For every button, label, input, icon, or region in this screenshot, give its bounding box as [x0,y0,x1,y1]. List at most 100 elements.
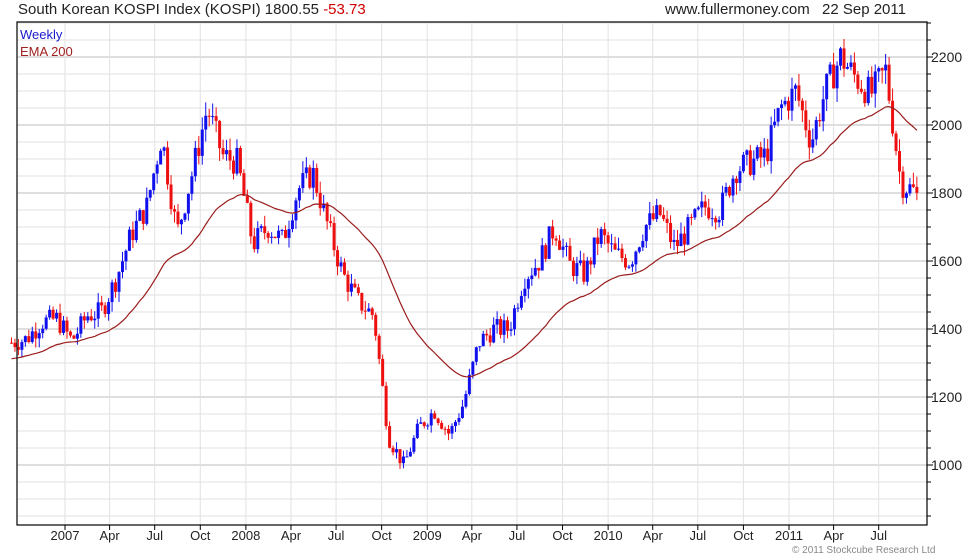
candle [120,251,124,279]
candle-body [800,100,804,111]
candle-body [325,203,329,222]
candle-body [832,64,836,89]
candle [859,79,863,94]
candle-body [915,186,919,193]
candle [467,368,471,396]
price-change: -53.73 [323,1,366,18]
candle [381,354,385,387]
candle [734,175,738,195]
candle-body [96,302,100,319]
candle [339,256,343,273]
candle-body [499,319,503,335]
candle-body [322,203,326,209]
candle [780,99,784,121]
candle [374,312,378,341]
candle [377,333,381,365]
candle [741,151,745,174]
candle-body [811,139,815,148]
candle [603,222,607,245]
chart-title: South Korean KOSPI Index (KOSPI) 1800.55… [18,1,366,18]
ema-200-line [11,105,918,378]
candle [134,210,138,243]
candle [582,253,586,285]
candle [329,214,333,227]
candle-body [641,241,645,248]
candle [51,306,55,321]
candle [523,278,527,303]
candle-body [225,150,229,155]
candle [568,237,572,261]
candle [89,309,93,322]
candle [842,39,846,77]
candle-body [273,236,277,238]
candle [141,209,145,231]
candle-body [797,85,801,101]
candle [148,189,152,202]
candle-body [173,209,177,212]
candle [460,399,464,419]
candle-body [762,148,766,158]
candle [623,254,627,271]
candle-body [793,85,797,89]
candle-body [388,426,392,448]
candle [419,416,423,424]
x-tick-label: 2010 [594,528,623,543]
candle-body [44,317,48,329]
candle-body [582,260,586,282]
candle [769,116,773,174]
candle-body [471,361,475,375]
candle-body [488,335,492,343]
candle-body [169,184,173,210]
candle-body [356,287,360,294]
candle-body [412,437,416,452]
candle-body [710,218,714,220]
candle-body [308,167,312,188]
candle-body [613,243,617,250]
candle [200,117,204,165]
candle [693,208,697,220]
candle-body [564,245,568,247]
candle-body [603,229,607,236]
candle [235,139,239,176]
candle [266,231,270,244]
x-tick-label: Jul [870,528,887,543]
candle [814,116,818,146]
site-link[interactable]: www.fullermoney.com [665,1,810,18]
candle-body [336,250,340,267]
x-tick-label: Apr [99,528,120,543]
candle-body [384,385,388,427]
candle-body [162,147,166,151]
candle-body [464,393,468,407]
candle [273,236,277,239]
candle [845,62,849,70]
candle-body [89,316,93,321]
candle-body [114,282,118,292]
candle [30,326,34,344]
candle-body [575,263,579,276]
candle [606,231,610,253]
candle-body [509,329,513,331]
candle [575,256,579,285]
candle [429,409,433,433]
candle [287,220,291,248]
candle-body [485,333,489,336]
candle [710,208,714,227]
candle-body [204,115,208,130]
candle [811,128,815,154]
candle [797,73,801,107]
candle-body [578,260,582,264]
candle-body [287,229,291,238]
candle [41,324,45,339]
y-tick-label: 1400 [931,321,962,337]
candle [218,119,222,161]
candle [551,219,555,246]
candle-body [766,148,770,162]
candle-body [783,100,787,105]
candle-body [426,425,430,427]
candle [259,224,263,233]
candle-body [828,64,832,74]
y-tick-label: 1000 [931,457,962,473]
candle [502,313,506,343]
candle [277,225,281,245]
candle [356,283,360,296]
